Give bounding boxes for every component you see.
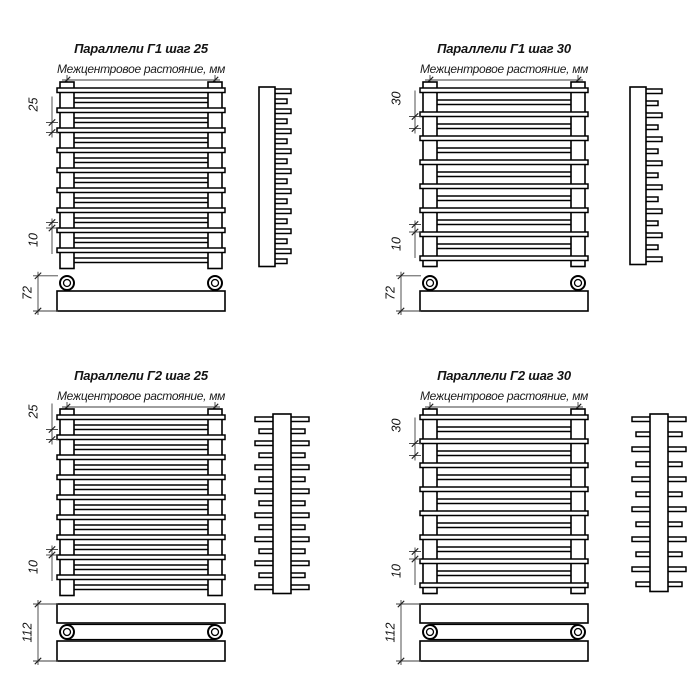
side-view: [629, 86, 663, 266]
gap-dim-label: 10: [26, 560, 40, 574]
height-dimension: 72: [383, 271, 421, 315]
pitch-dim-label: 25: [26, 405, 40, 420]
side-view: [631, 413, 687, 593]
center-distance-label: Межцентровое растояние, мм: [419, 62, 589, 76]
height-dim-label: 72: [20, 286, 34, 300]
pitch-dimension: 30: [389, 90, 421, 134]
bottom-view: [56, 275, 226, 312]
span-dimension: [425, 75, 583, 86]
pitch-dimension: 30: [389, 417, 421, 461]
panel-title: Параллели Г2 шаг 30: [437, 368, 571, 383]
front-view: [56, 408, 226, 597]
side-view: [258, 86, 292, 268]
gap-dimension: 10: [26, 218, 58, 254]
panel-title: Параллели Г2 шаг 25: [74, 368, 208, 383]
center-distance-label: Межцентровое растояние, мм: [56, 62, 226, 76]
front-view: [419, 81, 589, 268]
span-dimension: [425, 402, 583, 413]
front-view: [419, 408, 589, 595]
height-dim-label: 112: [20, 622, 34, 642]
height-dimension: 72: [20, 271, 58, 315]
bottom-view: [419, 603, 589, 662]
gap-dimension: 10: [389, 220, 421, 258]
span-dimension: [62, 402, 220, 413]
height-dim-label: 72: [383, 286, 397, 300]
gap-dim-label: 10: [389, 237, 403, 251]
side-view: [254, 413, 310, 595]
center-distance-label: Межцентровое растояние, мм: [56, 389, 226, 403]
gap-dimension: 10: [389, 547, 421, 585]
pitch-dim-label: 25: [26, 98, 40, 113]
bottom-view: [56, 603, 226, 662]
technical-drawing-g1-step-30: 72 30 10: [383, 75, 663, 315]
center-distance-label: Межцентровое растояние, мм: [419, 389, 589, 403]
pitch-dim-label: 30: [389, 92, 403, 106]
technical-drawing-g2-step-25: 112 25 10: [20, 402, 310, 665]
panel-title: Параллели Г1 шаг 30: [437, 41, 571, 56]
height-dim-label: 112: [383, 622, 397, 642]
panel-parallels-g1-step-25: Параллели Г1 шаг 25 Межцентровое растоян…: [0, 0, 350, 350]
panel-parallels-g2-step-25: Параллели Г2 шаг 25 Межцентровое растоян…: [0, 327, 350, 677]
technical-drawing-g2-step-30: 112 30 10: [383, 402, 687, 665]
height-dimension: 112: [383, 600, 421, 665]
panel-parallels-g2-step-30: Параллели Г2 шаг 30 Межцентровое растоян…: [363, 327, 700, 677]
pitch-dim-label: 30: [389, 419, 403, 433]
gap-dimension: 10: [26, 545, 58, 581]
height-dimension: 112: [20, 600, 58, 665]
technical-drawing-g1-step-25: 72 25 10: [20, 75, 292, 315]
panel-parallels-g1-step-30: Параллели Г1 шаг 30 Межцентровое растоян…: [363, 0, 700, 350]
gap-dim-label: 10: [26, 233, 40, 247]
bottom-view: [419, 275, 589, 312]
front-view: [56, 81, 226, 270]
gap-dim-label: 10: [389, 564, 403, 578]
pitch-dimension: 25: [26, 96, 58, 138]
panel-title: Параллели Г1 шаг 25: [74, 41, 208, 56]
span-dimension: [62, 75, 220, 86]
pitch-dimension: 25: [26, 403, 58, 445]
